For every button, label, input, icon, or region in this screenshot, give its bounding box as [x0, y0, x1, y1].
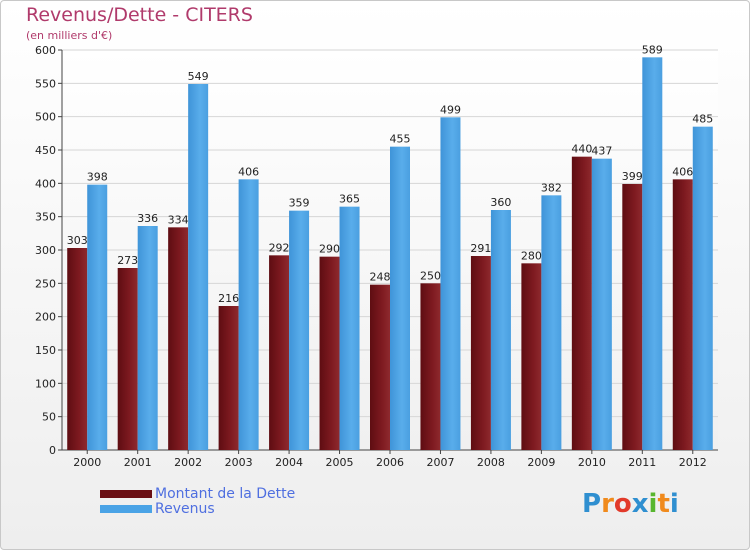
data-label-debt: 406: [672, 165, 693, 178]
bar-debt: [67, 248, 88, 450]
y-tick-label: 0: [49, 444, 56, 457]
data-label-revenue: 382: [541, 181, 562, 194]
y-tick-label: 50: [42, 411, 56, 424]
chart-subtitle: (en milliers d'€): [26, 29, 113, 42]
data-label-revenue: 398: [87, 171, 108, 184]
bar-debt: [218, 306, 239, 450]
bar-revenue: [692, 126, 713, 451]
data-label-revenue: 589: [642, 43, 663, 56]
bar-debt: [168, 227, 189, 450]
data-label-debt: 303: [67, 234, 88, 247]
data-label-debt: 248: [370, 271, 391, 284]
legend-label-revenue: Revenus: [155, 501, 215, 517]
y-tick-label: 150: [35, 344, 56, 357]
y-tick-label: 300: [35, 244, 56, 257]
data-label-revenue: 455: [390, 133, 411, 146]
data-label-debt: 250: [420, 269, 441, 282]
bar-debt: [521, 263, 542, 450]
bar-revenue: [440, 117, 461, 450]
data-label-debt: 399: [622, 170, 643, 183]
bar-revenue: [289, 210, 310, 450]
data-label-debt: 292: [269, 241, 290, 254]
y-tick-label: 350: [35, 211, 56, 224]
x-tick-label: 2008: [477, 456, 505, 469]
bar-revenue: [137, 226, 158, 450]
bar-debt: [571, 156, 592, 450]
legend-item-debt: Montant de la Dette: [100, 486, 295, 502]
bar-revenue: [339, 206, 360, 450]
bar-revenue: [591, 158, 612, 450]
legend-label-debt: Montant de la Dette: [155, 486, 296, 502]
x-tick-label: 2011: [628, 456, 656, 469]
data-label-debt: 440: [571, 143, 592, 156]
proxiti-logo: Proxiti: [582, 489, 679, 519]
x-tick-label: 2010: [578, 456, 606, 469]
bar-revenue: [390, 146, 410, 450]
data-label-revenue: 499: [440, 103, 461, 116]
x-tick-label: 2001: [124, 456, 152, 469]
y-tick-label: 600: [35, 44, 56, 57]
x-tick-label: 2004: [275, 456, 303, 469]
logo-letter: r: [601, 489, 614, 519]
data-label-revenue: 437: [591, 145, 612, 158]
y-tick-label: 400: [35, 177, 56, 190]
x-tick-label: 2009: [527, 456, 555, 469]
y-tick-label: 250: [35, 277, 56, 290]
data-label-debt: 216: [218, 292, 239, 305]
data-label-revenue: 549: [188, 70, 209, 83]
x-tick-label: 2012: [679, 456, 707, 469]
x-tick-label: 2002: [174, 456, 202, 469]
y-tick-label: 550: [35, 77, 56, 90]
bar-debt: [269, 255, 290, 450]
data-label-revenue: 406: [238, 165, 259, 178]
data-label-debt: 273: [117, 254, 138, 267]
bar-debt: [319, 256, 340, 450]
legend-item-revenue: Revenus: [100, 501, 215, 517]
bar-revenue: [87, 184, 108, 450]
bar-revenue: [490, 210, 511, 450]
logo-letter: i: [669, 489, 679, 519]
data-label-debt: 291: [470, 242, 491, 255]
data-label-revenue: 360: [490, 196, 511, 209]
data-label-revenue: 359: [289, 197, 310, 210]
data-label-debt: 290: [319, 243, 340, 256]
bar-revenue: [642, 57, 663, 450]
chart-title: Revenus/Dette - CITERS: [26, 4, 253, 26]
bar-debt: [117, 268, 138, 450]
y-tick-label: 500: [35, 111, 56, 124]
bar-debt: [672, 179, 693, 451]
x-tick-label: 2006: [376, 456, 404, 469]
bar-debt: [420, 283, 441, 450]
bar-debt: [622, 184, 643, 450]
y-tick-label: 100: [35, 377, 56, 390]
logo-letter: t: [657, 489, 670, 519]
logo-letter: o: [613, 489, 632, 519]
x-tick-label: 2003: [225, 456, 253, 469]
data-label-debt: 334: [168, 213, 189, 226]
y-tick-label: 200: [35, 311, 56, 324]
x-tick-label: 2000: [73, 456, 101, 469]
data-label-revenue: 485: [692, 113, 713, 126]
bar-debt: [370, 284, 390, 450]
legend-swatch-debt: [100, 490, 152, 498]
data-label-revenue: 336: [137, 212, 158, 225]
x-tick-label: 2007: [426, 456, 454, 469]
logo-letter: P: [582, 489, 602, 519]
logo-letter: x: [631, 489, 649, 519]
bar-revenue: [541, 195, 562, 450]
bar-debt: [470, 256, 491, 450]
logo-letter: i: [648, 489, 658, 519]
bar-revenue: [238, 179, 259, 451]
data-label-debt: 280: [521, 249, 542, 262]
data-label-revenue: 365: [339, 193, 360, 206]
x-tick-label: 2005: [326, 456, 354, 469]
bar-revenue: [188, 84, 209, 450]
y-tick-label: 450: [35, 144, 56, 157]
legend-swatch-revenue: [100, 505, 152, 513]
